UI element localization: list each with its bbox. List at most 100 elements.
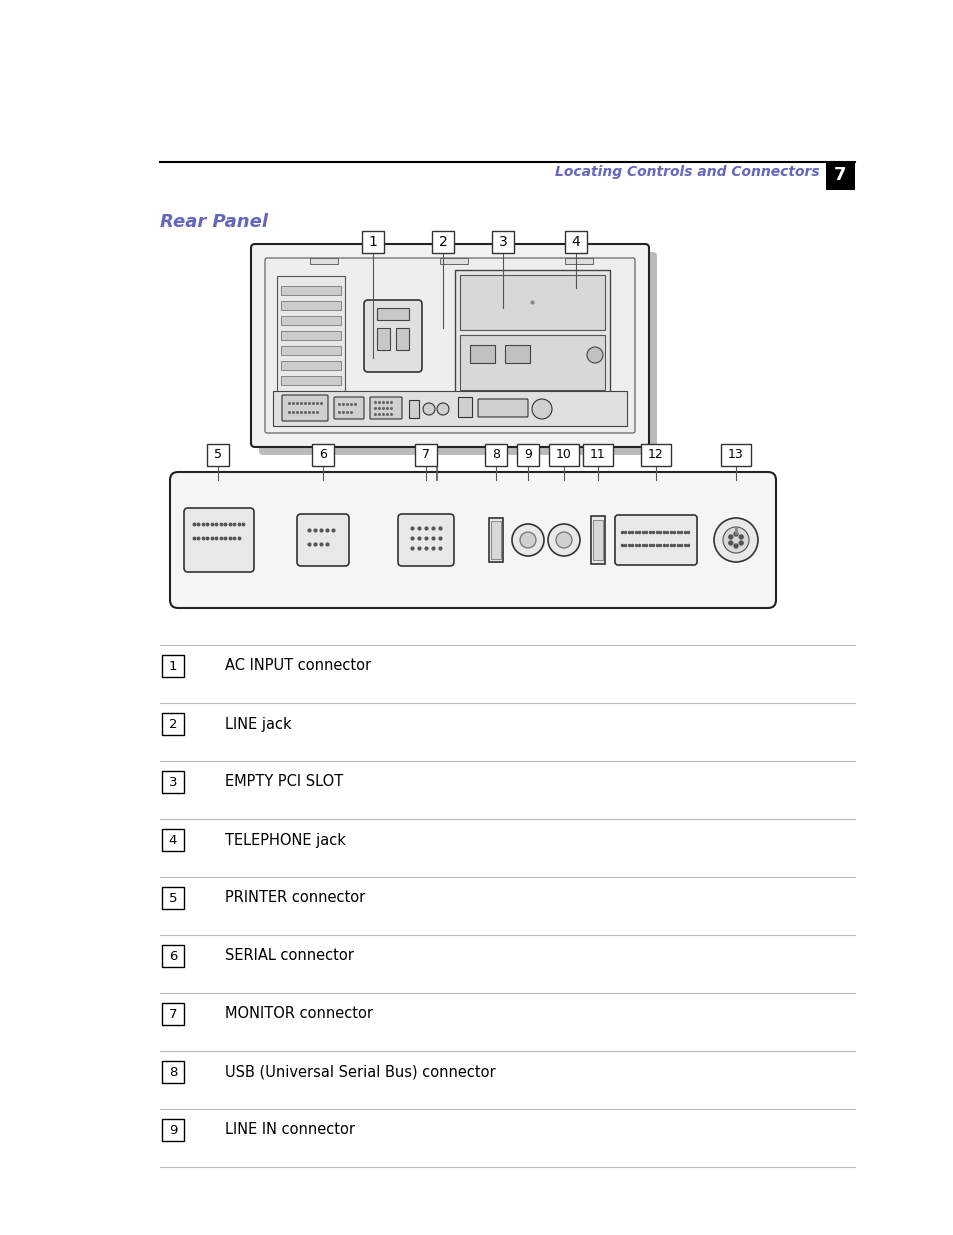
Text: LINE jack: LINE jack: [225, 716, 292, 731]
Circle shape: [739, 541, 742, 545]
Bar: [395, 329, 409, 350]
Text: MONITOR connector: MONITOR connector: [225, 1007, 373, 1021]
Text: 3: 3: [169, 776, 177, 788]
Circle shape: [556, 532, 572, 548]
Text: 3: 3: [498, 235, 507, 249]
Text: 2: 2: [438, 235, 447, 249]
Text: 9: 9: [523, 448, 532, 462]
Text: 6: 6: [318, 448, 327, 462]
Text: 7: 7: [169, 1008, 177, 1020]
Bar: [492, 231, 514, 253]
Bar: [470, 345, 495, 363]
Circle shape: [733, 532, 738, 536]
Circle shape: [519, 532, 536, 548]
Bar: [489, 517, 502, 562]
Text: 1: 1: [169, 659, 177, 673]
Bar: [162, 829, 184, 851]
Text: Rear Panel: Rear Panel: [160, 212, 268, 231]
Bar: [281, 361, 340, 370]
FancyBboxPatch shape: [364, 300, 421, 372]
Bar: [376, 308, 409, 320]
Bar: [564, 258, 593, 264]
Text: 12: 12: [647, 448, 663, 462]
Circle shape: [436, 403, 449, 415]
Bar: [273, 391, 626, 426]
Bar: [276, 275, 345, 396]
Bar: [162, 771, 184, 793]
Text: 5: 5: [169, 892, 177, 904]
Text: LINE IN connector: LINE IN connector: [225, 1123, 355, 1137]
Bar: [409, 400, 418, 417]
Bar: [310, 258, 337, 264]
Bar: [162, 945, 184, 967]
Text: EMPTY PCI SLOT: EMPTY PCI SLOT: [225, 774, 343, 789]
Bar: [281, 287, 340, 295]
Bar: [582, 445, 613, 466]
Text: 6: 6: [169, 950, 177, 962]
Bar: [459, 335, 604, 390]
Text: 7: 7: [421, 448, 430, 462]
Circle shape: [586, 347, 602, 363]
Bar: [162, 887, 184, 909]
Bar: [281, 346, 340, 354]
Text: PRINTER connector: PRINTER connector: [225, 890, 365, 905]
Bar: [376, 329, 390, 350]
Circle shape: [728, 535, 732, 538]
Bar: [504, 345, 530, 363]
Text: 5: 5: [213, 448, 222, 462]
Text: 4: 4: [571, 235, 579, 249]
Circle shape: [722, 527, 748, 553]
Text: AC INPUT connector: AC INPUT connector: [225, 658, 371, 673]
Text: 4: 4: [169, 834, 177, 846]
Circle shape: [532, 399, 552, 419]
Circle shape: [422, 403, 435, 415]
Bar: [517, 445, 538, 466]
Bar: [459, 275, 604, 330]
Text: 1: 1: [368, 235, 377, 249]
Bar: [162, 655, 184, 677]
Bar: [415, 445, 436, 466]
Text: 8: 8: [492, 448, 499, 462]
FancyBboxPatch shape: [265, 258, 635, 433]
FancyBboxPatch shape: [370, 396, 401, 419]
Bar: [361, 231, 384, 253]
Bar: [312, 445, 334, 466]
FancyBboxPatch shape: [397, 514, 454, 566]
Bar: [281, 375, 340, 385]
Bar: [484, 445, 506, 466]
Text: TELEPHONE jack: TELEPHONE jack: [225, 832, 346, 847]
Text: 10: 10: [556, 448, 572, 462]
Bar: [640, 445, 670, 466]
Bar: [720, 445, 750, 466]
Bar: [825, 161, 854, 190]
Circle shape: [713, 517, 758, 562]
Bar: [590, 516, 604, 564]
FancyBboxPatch shape: [170, 472, 775, 608]
Bar: [281, 331, 340, 340]
Circle shape: [547, 524, 579, 556]
FancyBboxPatch shape: [615, 515, 697, 564]
FancyBboxPatch shape: [457, 396, 472, 417]
FancyBboxPatch shape: [282, 395, 328, 421]
Bar: [162, 1119, 184, 1141]
Bar: [162, 713, 184, 735]
Circle shape: [728, 541, 732, 545]
Text: 13: 13: [727, 448, 743, 462]
Circle shape: [739, 535, 742, 538]
Bar: [281, 301, 340, 310]
Bar: [564, 231, 586, 253]
Text: USB (Universal Serial Bus) connector: USB (Universal Serial Bus) connector: [225, 1065, 496, 1079]
Text: 9: 9: [169, 1124, 177, 1136]
FancyBboxPatch shape: [184, 508, 253, 572]
Bar: [491, 521, 500, 559]
Circle shape: [512, 524, 543, 556]
Text: SERIAL connector: SERIAL connector: [225, 948, 354, 963]
Bar: [162, 1003, 184, 1025]
Bar: [593, 520, 602, 559]
Text: Locating Controls and Connectors: Locating Controls and Connectors: [555, 165, 820, 179]
FancyBboxPatch shape: [477, 399, 527, 417]
Bar: [548, 445, 578, 466]
FancyBboxPatch shape: [334, 396, 364, 419]
Circle shape: [733, 543, 738, 548]
FancyBboxPatch shape: [258, 252, 657, 454]
